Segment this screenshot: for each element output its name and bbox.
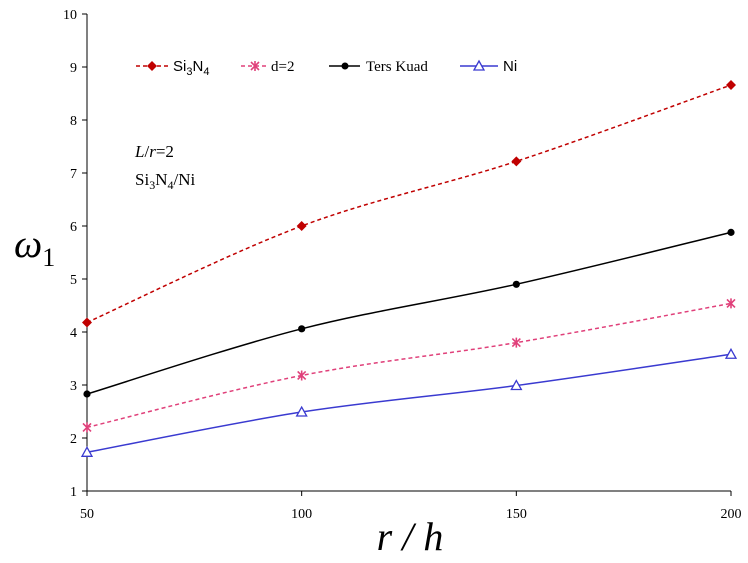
legend-label-ters-kuad: Ters Kuad	[366, 59, 428, 75]
x-tick-label: 50	[80, 507, 94, 522]
data-point	[82, 317, 92, 328]
legend-label-ni: Ni	[503, 58, 517, 75]
legend-label-si3n4: Si3N4	[173, 58, 209, 78]
data-point	[298, 325, 306, 333]
material-annotation: Si3N4/Ni	[135, 170, 195, 192]
x-tick-label: 100	[291, 507, 312, 522]
legend-item-si3n4: Si3N4	[136, 58, 209, 78]
data-point	[83, 390, 91, 398]
legend-label-d2: d=2	[271, 59, 294, 75]
data-point	[511, 156, 522, 167]
axes: 1 2 3 4 5 6 7 8 9 10 50 100 150 200	[63, 8, 742, 522]
legend-item-d2: d=2	[241, 59, 294, 75]
y-tick-label: 9	[70, 61, 77, 76]
data-point	[512, 280, 520, 288]
series-layer	[80, 80, 738, 457]
series-line	[86, 353, 732, 454]
data-point	[724, 347, 738, 359]
data-point	[82, 422, 92, 433]
y-axis-title: ω1	[14, 221, 55, 272]
legend-item-ni: Ni	[460, 58, 517, 75]
data-point	[296, 221, 307, 231]
ratio-annotation: L/r=2	[134, 142, 174, 161]
series-0	[82, 80, 736, 328]
y-tick-label: 2	[70, 432, 77, 447]
series-2	[83, 228, 735, 398]
data-point	[511, 337, 521, 348]
x-axis-title: r / h	[377, 514, 444, 559]
y-tick-label: 3	[70, 379, 77, 394]
y-tick-label: 10	[63, 8, 77, 23]
y-tick-label: 6	[70, 220, 77, 235]
data-point	[726, 298, 736, 309]
data-point	[80, 445, 94, 457]
legend-item-ters-kuad: Ters Kuad	[329, 59, 428, 75]
series-line	[86, 231, 732, 395]
data-point	[295, 405, 308, 417]
x-tick-label: 200	[721, 507, 742, 522]
y-tick-label: 4	[70, 326, 77, 341]
y-tick-label: 7	[70, 167, 77, 182]
data-point	[510, 379, 523, 391]
series-1	[82, 298, 736, 433]
x-tick-label: 150	[506, 507, 527, 522]
y-tick-label: 8	[70, 114, 77, 129]
data-point	[297, 370, 307, 381]
y-tick-label: 5	[70, 273, 77, 288]
legend: Si3N4 d=2 Ters Kuad Ni	[136, 58, 517, 78]
y-tick-label: 1	[70, 485, 77, 500]
series-3	[80, 347, 738, 457]
data-point	[726, 80, 736, 91]
series-line	[86, 84, 732, 324]
series-line	[86, 302, 732, 429]
data-point	[727, 228, 735, 236]
